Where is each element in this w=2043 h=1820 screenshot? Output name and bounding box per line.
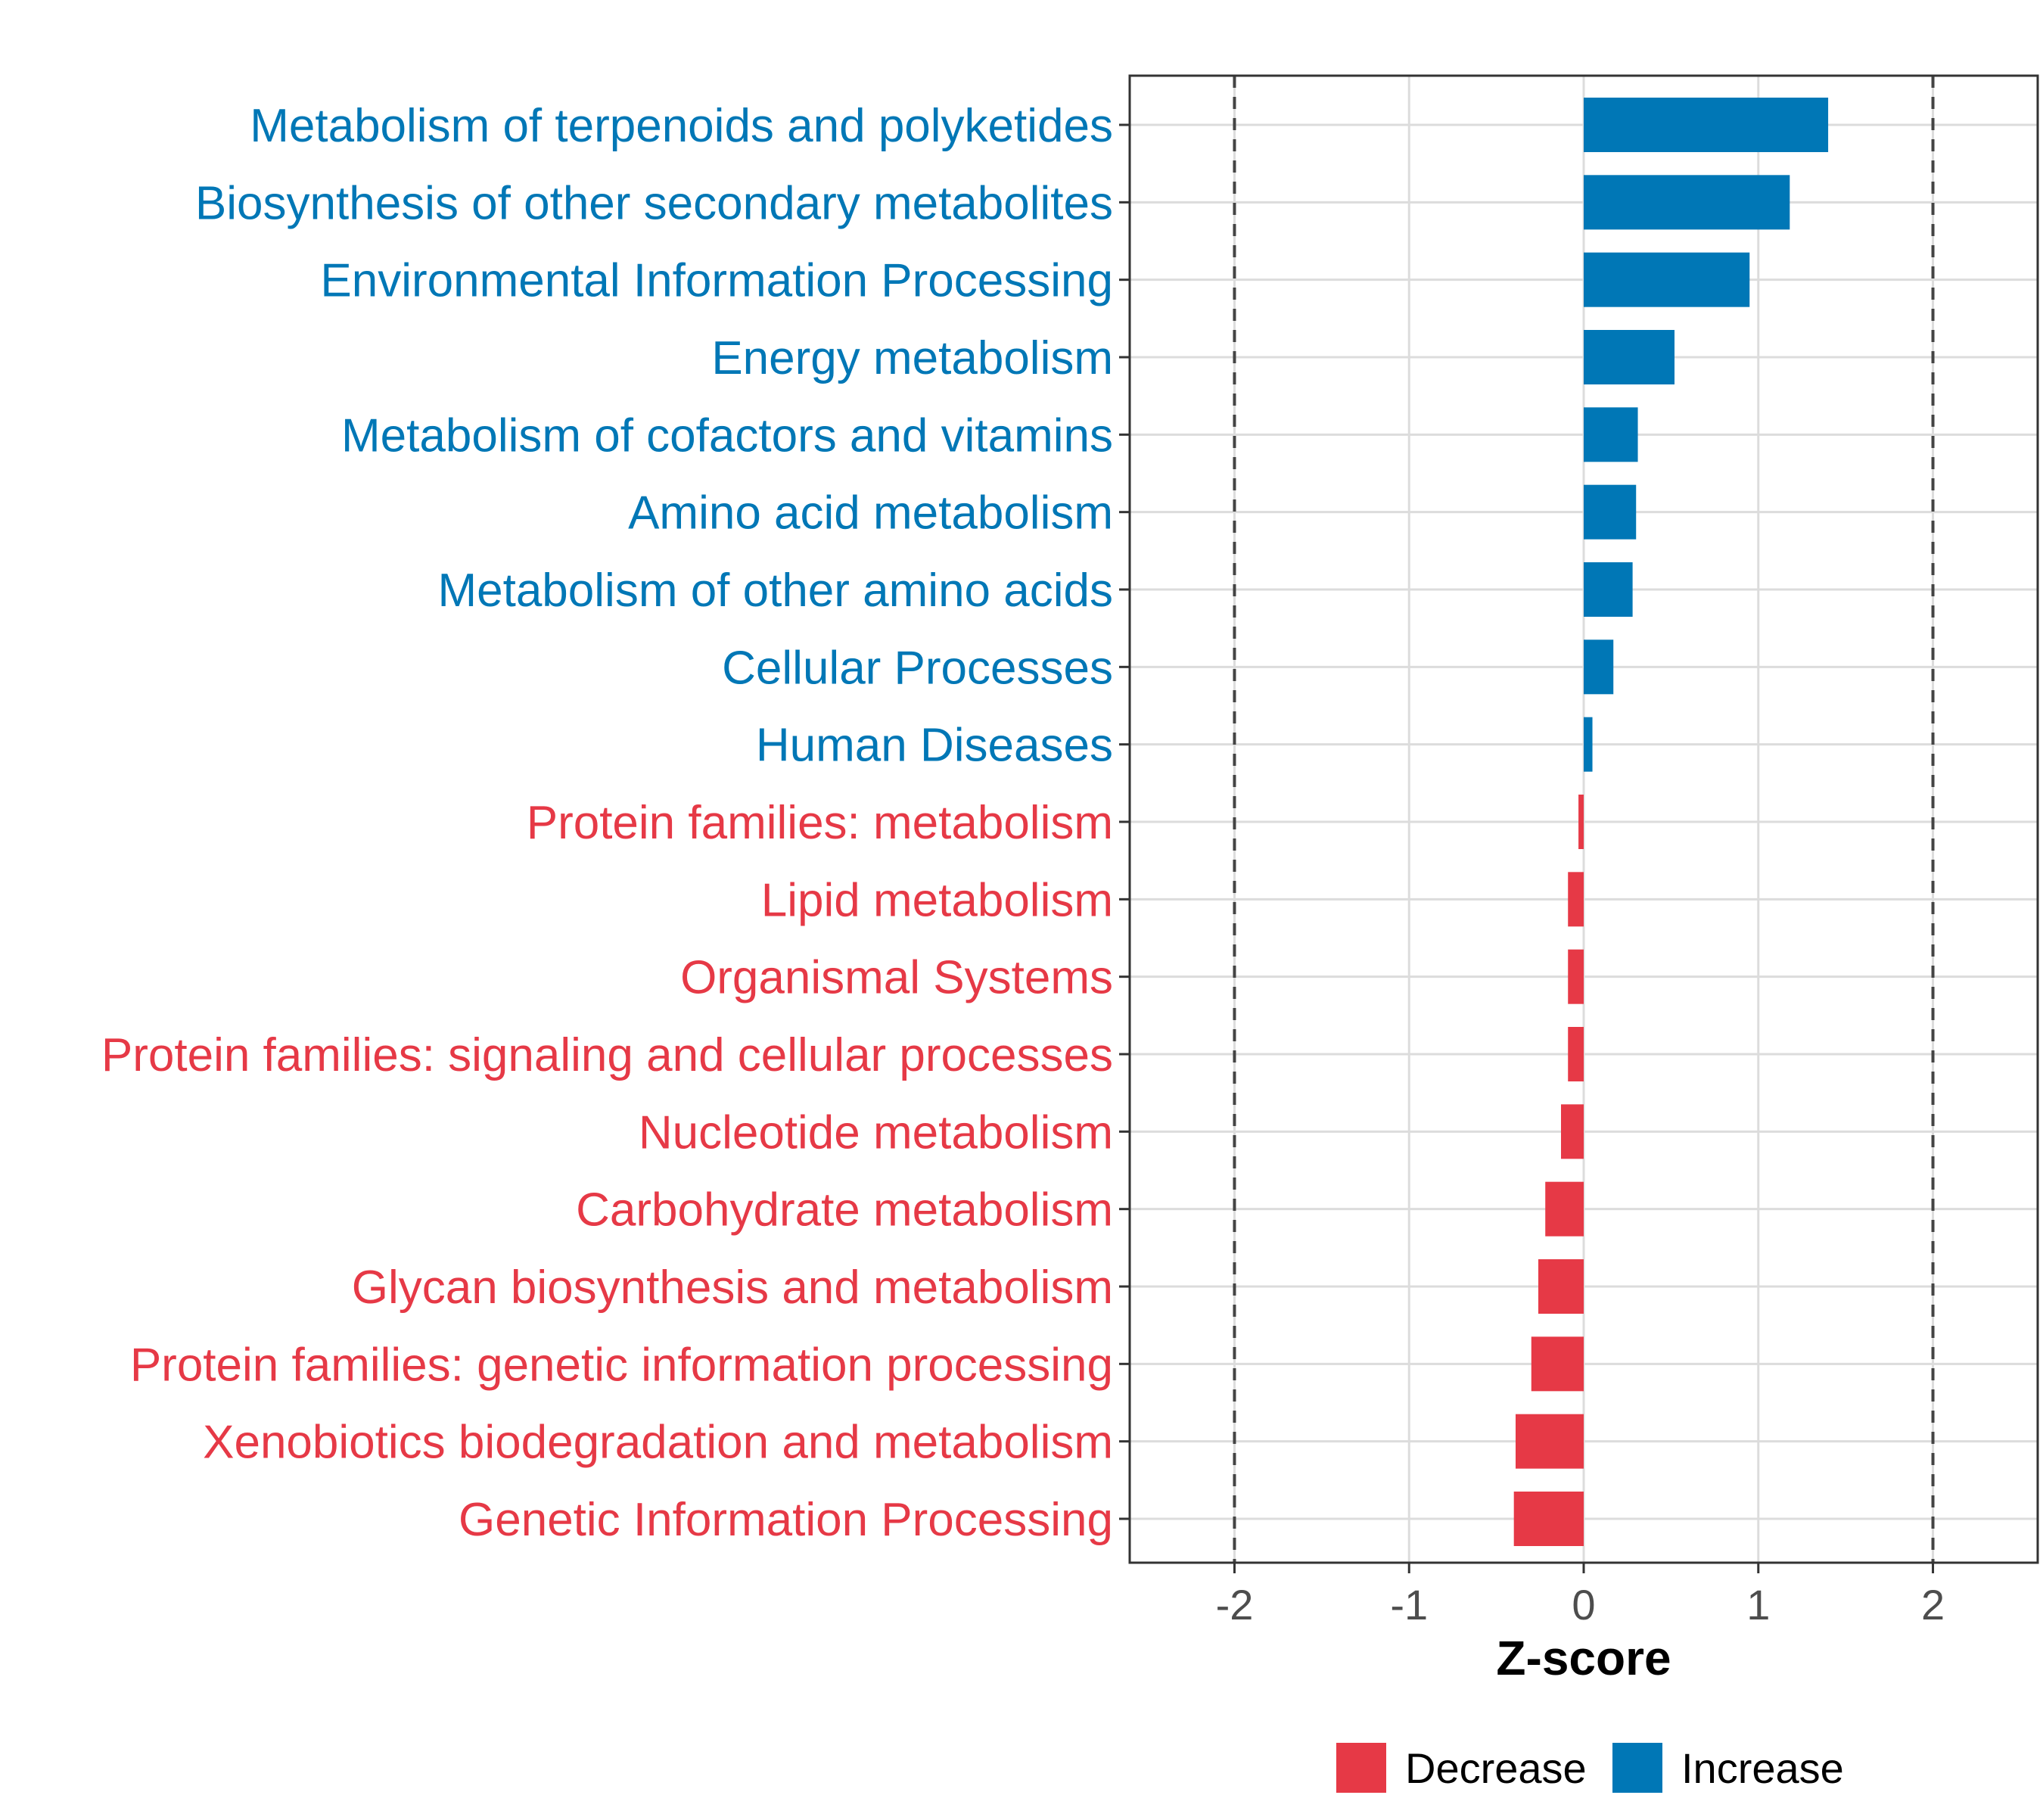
category-label: Lipid metabolism: [761, 874, 1113, 926]
category-label: Genetic Information Processing: [459, 1494, 1113, 1546]
category-label: Energy metabolism: [711, 332, 1113, 384]
legend-label-increase: Increase: [1681, 1744, 1844, 1792]
bar: [1584, 717, 1593, 772]
bar: [1568, 872, 1584, 927]
bar: [1561, 1104, 1584, 1159]
bar: [1584, 639, 1614, 695]
bar: [1545, 1181, 1584, 1237]
legend-swatch-decrease: [1336, 1743, 1386, 1793]
x-tick-label: 2: [1921, 1581, 1945, 1629]
bar: [1516, 1414, 1584, 1469]
legend: Decrease Increase: [1336, 1743, 1844, 1793]
y-axis: Metabolism of terpenoids and polyketides…: [101, 100, 1130, 1546]
category-label: Carbohydrate metabolism: [576, 1184, 1113, 1237]
bar: [1568, 949, 1584, 1004]
category-label: Metabolism of cofactors and vitamins: [341, 409, 1113, 462]
x-tick-label: 1: [1746, 1581, 1770, 1629]
category-label: Human Diseases: [756, 720, 1113, 772]
category-label: Organismal Systems: [680, 952, 1113, 1004]
bar: [1578, 795, 1584, 849]
reference-lines: [1233, 76, 1935, 1563]
x-tick-label: -2: [1216, 1581, 1254, 1629]
category-label: Environmental Information Processing: [320, 255, 1113, 307]
legend-swatch-increase: [1612, 1743, 1662, 1793]
category-label: Biosynthesis of other secondary metaboli…: [195, 177, 1113, 229]
bar: [1584, 484, 1637, 540]
bar: [1584, 562, 1633, 617]
bar: [1584, 175, 1790, 230]
bar: [1538, 1259, 1584, 1314]
bar: [1568, 1027, 1584, 1081]
bars: [1513, 98, 1829, 1546]
category-label: Protein families: signaling and cellular…: [101, 1029, 1113, 1081]
bar: [1584, 407, 1638, 462]
category-label: Nucleotide metabolism: [639, 1106, 1113, 1159]
bar: [1584, 252, 1750, 307]
x-axis: -2 -1 0 1 2: [1216, 1563, 1945, 1629]
x-tick-label: 0: [1572, 1581, 1595, 1629]
category-label: Metabolism of other amino acids: [437, 565, 1113, 617]
bar: [1584, 330, 1675, 384]
category-label: Glycan biosynthesis and metabolism: [352, 1262, 1113, 1314]
bar: [1513, 1492, 1584, 1546]
x-axis-title: Z-score: [1496, 1631, 1671, 1685]
category-label: Protein families: genetic information pr…: [130, 1339, 1113, 1391]
bar: [1584, 98, 1829, 152]
category-label: Cellular Processes: [722, 642, 1113, 694]
bar: [1531, 1336, 1584, 1392]
category-label: Metabolism of terpenoids and polyketides: [250, 100, 1113, 152]
category-label: Protein families: metabolism: [527, 797, 1113, 849]
category-label: Xenobiotics biodegradation and metabolis…: [203, 1417, 1113, 1469]
x-tick-label: -1: [1390, 1581, 1428, 1629]
legend-label-decrease: Decrease: [1405, 1744, 1587, 1792]
category-label: Amino acid metabolism: [628, 487, 1113, 540]
